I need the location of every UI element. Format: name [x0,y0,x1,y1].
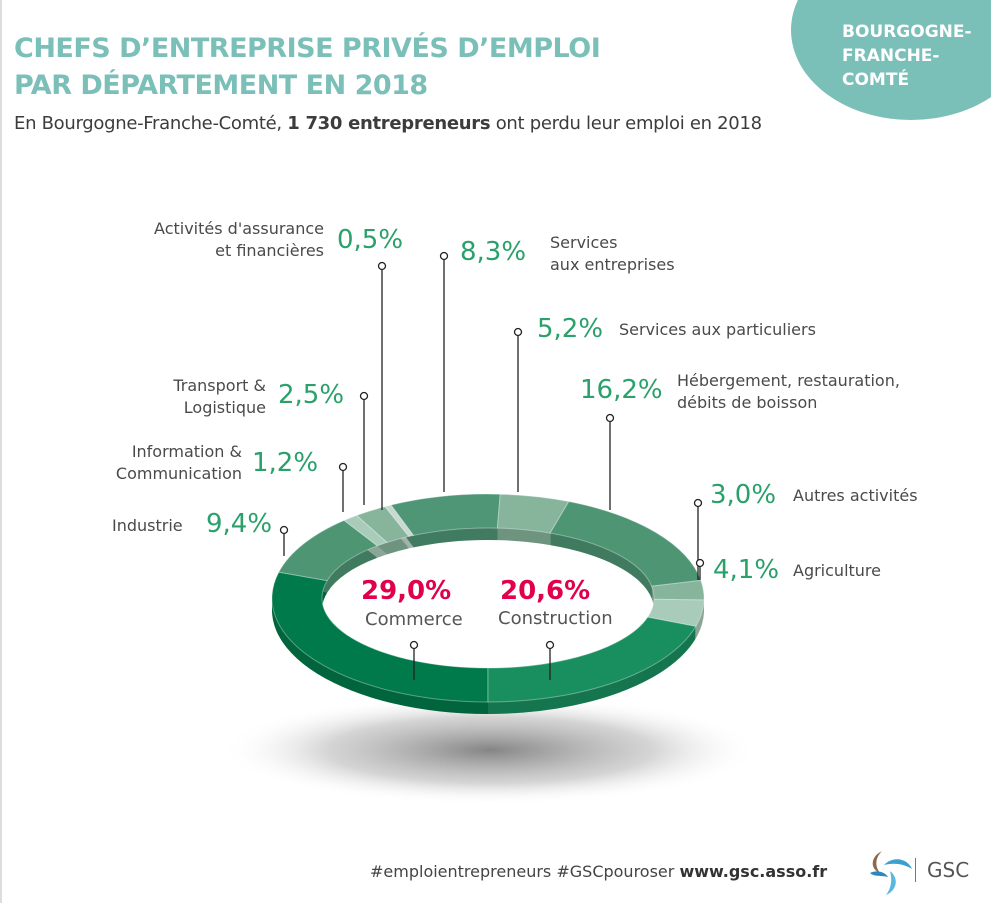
label-autres: Autres activités [793,486,918,505]
segment-commerce [271,571,489,703]
leader-dot [409,640,419,650]
leader-dot [439,251,449,261]
label-hebergement: Hébergement, restauration, débits de boi… [677,371,900,412]
label-information: Information & Communication [115,442,242,483]
pct-hebergement: 16,2% [580,375,663,405]
label-services-particuliers: Services aux particuliers [619,320,816,339]
title-line-2: PAR DÉPARTEMENT EN 2018 [14,70,428,101]
pct-transport: 2,5% [278,380,345,410]
leader-dot [513,327,523,337]
pct-commerce: 29,0% [361,576,452,606]
subtitle-count: 1 730 entrepreneurs [287,113,491,134]
pct-services-entreprises: 8,3% [460,237,527,267]
label-transport: Transport & Logistique [173,376,266,417]
pct-services-particuliers: 5,2% [537,314,604,344]
leader-dot [377,261,387,271]
leader-dot [279,525,289,535]
label-assurance: Activités d'assurance et financières [154,219,324,260]
subtitle-text: En Bourgogne-Franche-Comté, [14,113,288,134]
subtitle: En Bourgogne-Franche-Comté, 1 730 entrep… [14,113,762,134]
title-line-1: CHEFS D’ENTREPRISE PRIVÉS D’EMPLOI [14,33,601,64]
leader-dot [695,558,705,568]
chart-shadow [220,695,760,805]
footer: #emploientrepreneurs #GSCpouroser www.gs… [370,862,827,881]
leader-dot [338,462,348,472]
leader-dot [605,413,615,423]
pct-industrie: 9,4% [206,509,273,539]
brand-name: GSC [927,858,970,882]
pct-autres: 3,0% [710,480,777,510]
footer-hashtags: #emploientrepreneurs #GSCpouroser [370,862,680,881]
label-commerce: Commerce [365,609,463,630]
leader-dot [359,391,369,401]
label-agriculture: Agriculture [793,561,881,580]
subtitle-text-end: ont perdu leur emploi en 2018 [490,113,762,134]
pct-information: 1,2% [252,448,319,478]
label-services-entreprises: Services aux entreprises [550,233,675,274]
gsc-logo-icon [870,851,912,895]
label-construction: Construction [498,608,613,629]
logo-separator [915,858,916,882]
pct-assurance: 0,5% [337,225,404,255]
leader-dot [545,640,555,650]
label-industrie: Industrie [112,516,183,535]
segment-construction [487,616,697,703]
pct-construction: 20,6% [500,576,591,606]
segment-services [390,493,501,536]
footer-url[interactable]: www.gsc.asso.fr [679,862,828,881]
region-label: BOURGOGNE- FRANCHE- COMTÉ [842,22,972,90]
pct-agriculture: 4,1% [713,555,780,585]
leader-dot [693,498,703,508]
